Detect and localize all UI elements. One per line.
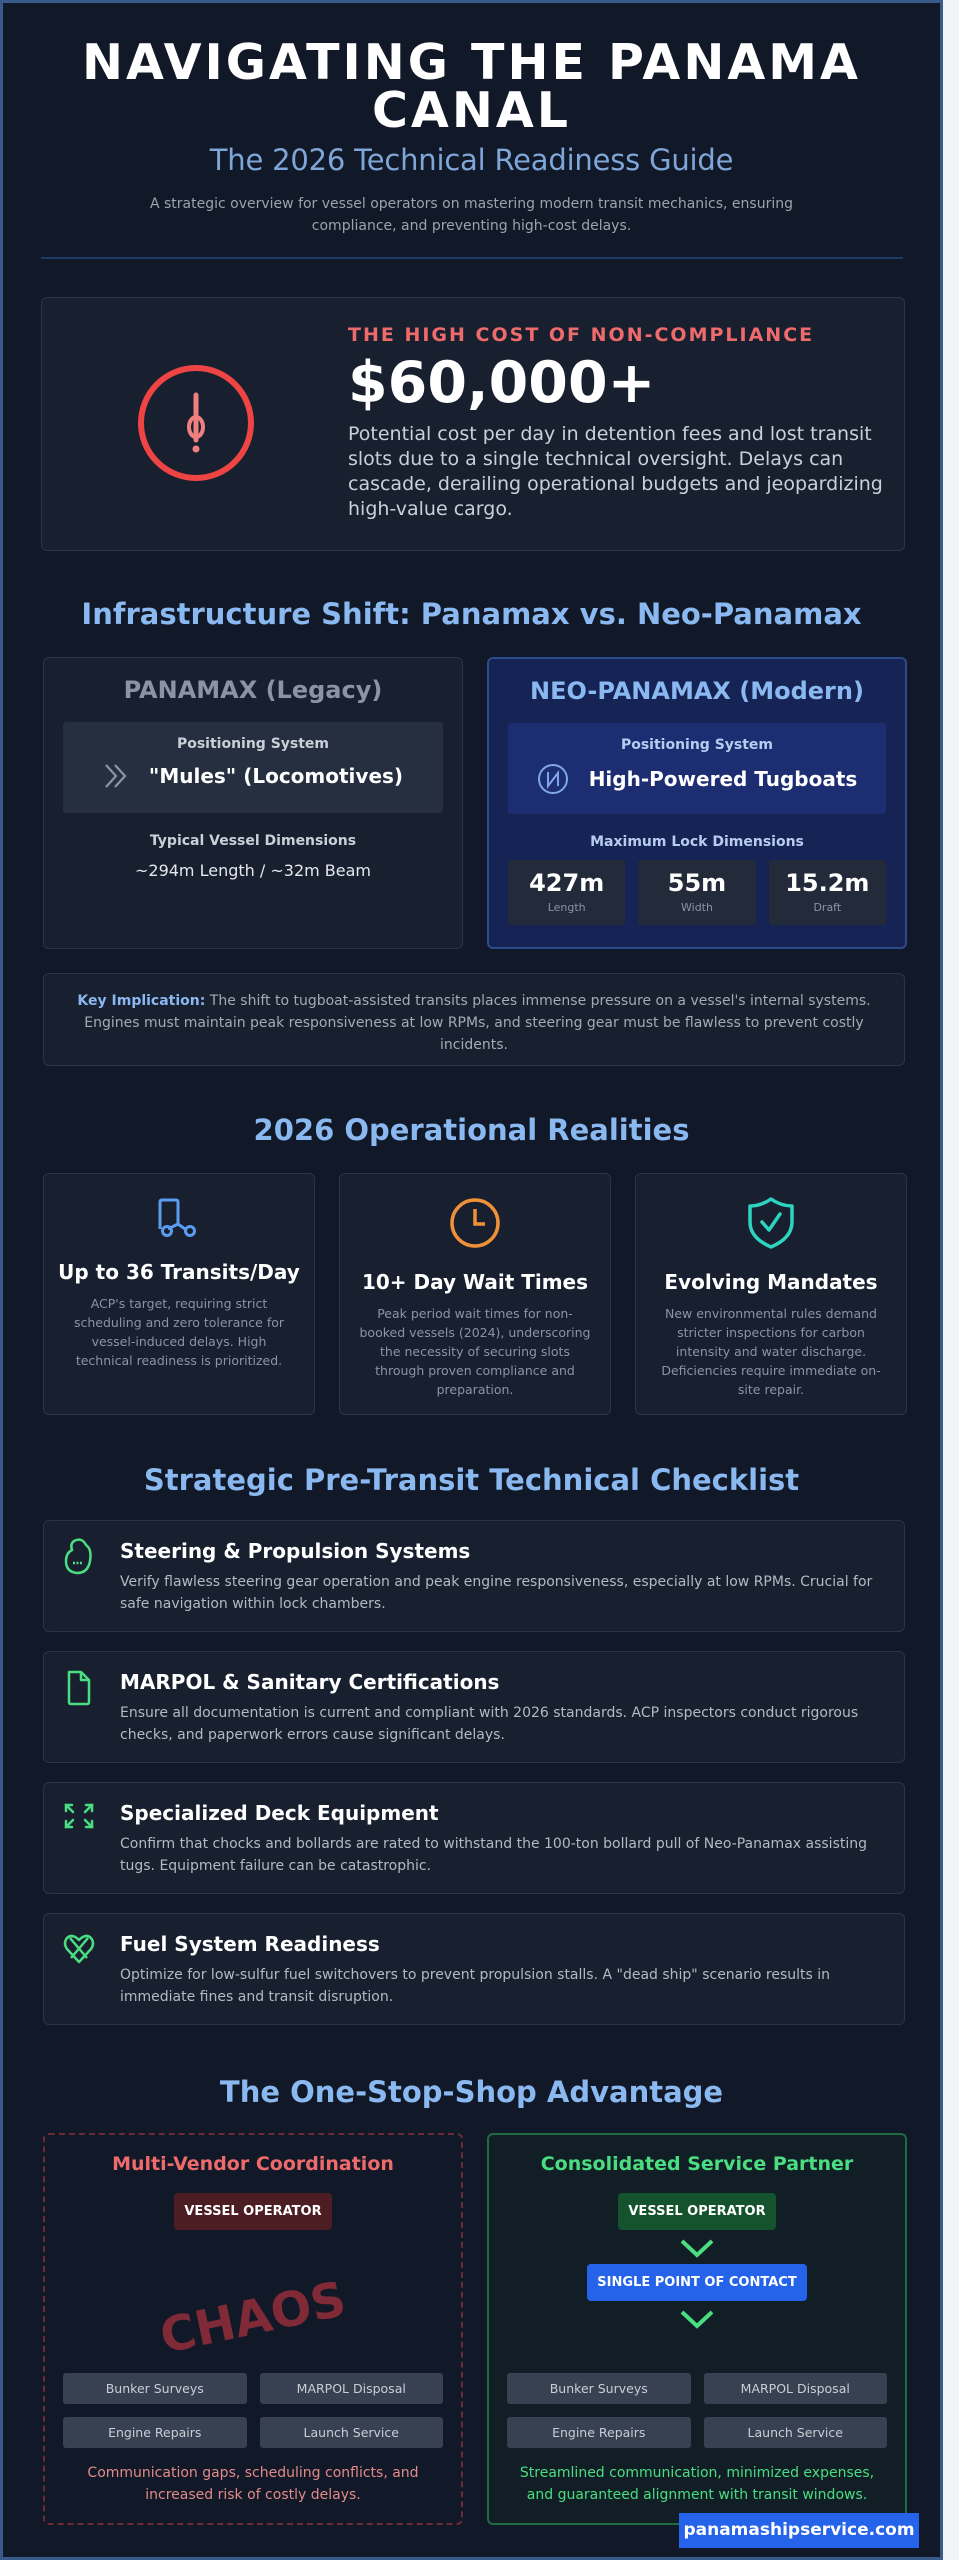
- shield-check-icon: [748, 1197, 794, 1249]
- modern-positioning-label: Positioning System: [620, 737, 774, 753]
- multi-vendor-note: Communication gaps, scheduling conflicts…: [87, 2465, 419, 2503]
- key-implication-card: Key Implication: The shift to tugboat-as…: [43, 973, 905, 1066]
- dimension-label: Width: [681, 901, 713, 914]
- service-tile: Bunker Surveys: [63, 2373, 247, 2404]
- checklist-item-description: Confirm that chocks and bollards are rat…: [120, 1836, 867, 1874]
- checklist-item-title: Fuel System Readiness: [120, 1932, 380, 1956]
- multi-vendor-card: Multi-Vendor Coordination VESSEL OPERATO…: [43, 2133, 463, 2525]
- page-title: NAVIGATING THE PANAMA CANAL: [82, 34, 861, 139]
- single-point-of-contact-badge: SINGLE POINT OF CONTACT: [587, 2264, 807, 2301]
- infrastructure-title: Infrastructure Shift: Panamax vs. Neo-Pa…: [81, 597, 862, 631]
- reality-title: Up to 36 Transits/Day: [58, 1260, 300, 1284]
- cost-description: Potential cost per day in detention fees…: [348, 423, 883, 520]
- service-tile: MARPOL Disposal: [703, 2373, 887, 2404]
- key-implication-label: Key Implication:: [77, 993, 206, 1009]
- checklist-item-description: Optimize for low-sulfur fuel switchovers…: [120, 1967, 831, 2005]
- panamax-legacy-card: PANAMAX (Legacy) Positioning System "Mul…: [43, 657, 463, 949]
- steering-icon: [64, 1538, 92, 1575]
- neo-panamax-modern-card: NEO-PANAMAX (Modern) Positioning System …: [487, 657, 907, 949]
- tugboat-circle-icon: [537, 764, 568, 794]
- modern-positioning-box: Positioning System High-Powered Tugboats: [508, 723, 886, 814]
- legacy-title: PANAMAX (Legacy): [123, 676, 383, 704]
- checklist-item-title: Steering & Propulsion Systems: [120, 1539, 471, 1563]
- reality-card-mandates: Evolving Mandates New environmental rule…: [635, 1173, 907, 1415]
- double-chevron-icon: [105, 764, 127, 788]
- reality-title: 10+ Day Wait Times: [361, 1270, 589, 1294]
- checklist-item-description: Ensure all documentation is current and …: [120, 1705, 859, 1743]
- lock-dimensions: 427m Length 55m Width 15.2m Draft: [508, 860, 886, 925]
- service-tile: MARPOL Disposal: [259, 2373, 443, 2404]
- website-link[interactable]: panamashipservice.com: [679, 2513, 919, 2548]
- vessel-operator-badge: VESSEL OPERATOR: [618, 2193, 776, 2230]
- checklist-item-description: Verify flawless steering gear operation …: [120, 1574, 873, 1612]
- service-tile: Launch Service: [703, 2417, 887, 2448]
- consolidated-note: Streamlined communication, minimized exp…: [519, 2465, 875, 2503]
- modern-dims-label: Maximum Lock Dimensions: [590, 834, 804, 850]
- dimension-value: 427m: [529, 869, 605, 897]
- chevron-down-icon: [680, 2239, 714, 2258]
- dimension-label: Draft: [813, 901, 842, 914]
- dimension-value: 15.2m: [785, 869, 870, 897]
- dimension-value: 55m: [667, 869, 727, 897]
- page-subtitle: The 2026 Technical Readiness Guide: [209, 143, 734, 177]
- clock-icon: [450, 1198, 500, 1248]
- reality-description: New environmental rules demand stricter …: [661, 1306, 881, 1397]
- reality-card-transits: Up to 36 Transits/Day ACP's target, requ…: [43, 1173, 315, 1415]
- chevron-down-icon: [680, 2310, 714, 2329]
- key-implication-text: The shift to tugboat-assisted transits p…: [84, 993, 871, 1053]
- header: NAVIGATING THE PANAMA CANAL The 2026 Tec…: [3, 34, 940, 237]
- document-icon: [67, 1670, 91, 1706]
- vendor-services: Bunker Surveys MARPOL Disposal Engine Re…: [63, 2373, 443, 2448]
- expand-arrows-icon: [64, 1803, 94, 1829]
- cost-card: THE HIGH COST OF NON-COMPLIANCE $60,000+…: [41, 297, 905, 551]
- legacy-positioning-box: Positioning System "Mules" (Locomotives): [63, 722, 443, 813]
- service-tile: Engine Repairs: [507, 2417, 691, 2448]
- cost-amount: $60,000+: [348, 350, 656, 416]
- checklist-item-fuel-system: Fuel System Readiness Optimize for low-s…: [43, 1913, 905, 2025]
- service-tile: Launch Service: [259, 2417, 443, 2448]
- checklist-item-deck-equipment: Specialized Deck Equipment Confirm that …: [43, 1782, 905, 1894]
- chaos-label: CHAOS: [155, 2271, 351, 2365]
- service-tile: Bunker Surveys: [507, 2373, 691, 2404]
- cost-kicker: THE HIGH COST OF NON-COMPLIANCE: [348, 324, 815, 346]
- legacy-dims-value: ~294m Length / ~32m Beam: [134, 861, 371, 880]
- multi-vendor-title: Multi-Vendor Coordination: [112, 2153, 394, 2175]
- reality-card-wait-times: 10+ Day Wait Times Peak period wait time…: [339, 1173, 611, 1415]
- checklist-item-steering: Steering & Propulsion Systems Verify fla…: [43, 1520, 905, 1632]
- realities-title: 2026 Operational Realities: [253, 1113, 690, 1147]
- header-divider: [41, 257, 903, 259]
- consolidated-title: Consolidated Service Partner: [540, 2153, 854, 2175]
- reality-description: ACP's target, requiring strict schedulin…: [73, 1296, 285, 1368]
- legacy-positioning-label: Positioning System: [176, 736, 330, 752]
- dimension-width: 55m Width: [638, 860, 756, 925]
- reality-description: Peak period wait times for non-booked ve…: [359, 1306, 591, 1397]
- modern-title: NEO-PANAMAX (Modern): [530, 677, 864, 705]
- checklist-item-title: MARPOL & Sanitary Certifications: [120, 1670, 500, 1694]
- reality-title: Evolving Mandates: [664, 1270, 878, 1294]
- service-tile: Engine Repairs: [63, 2417, 247, 2448]
- transit-cart-icon: [158, 1198, 196, 1237]
- legacy-positioning-value: "Mules" (Locomotives): [148, 764, 404, 788]
- consolidated-partner-card: Consolidated Service Partner VESSEL OPER…: [487, 2133, 907, 2525]
- dimension-draft: 15.2m Draft: [768, 860, 886, 925]
- checklist-item-title: Specialized Deck Equipment: [120, 1801, 439, 1825]
- dimension-length: 427m Length: [508, 860, 626, 925]
- dimension-label: Length: [547, 901, 586, 914]
- one-stop-title: The One-Stop-Shop Advantage: [219, 2075, 724, 2109]
- vessel-operator-badge: VESSEL OPERATOR: [174, 2193, 332, 2230]
- checklist-title: Strategic Pre-Transit Technical Checklis…: [143, 1463, 800, 1497]
- legacy-dims-label: Typical Vessel Dimensions: [149, 833, 357, 849]
- alert-circle-icon: [138, 365, 254, 481]
- fuel-heart-icon: [63, 1934, 95, 1964]
- checklist-item-marpol: MARPOL & Sanitary Certifications Ensure …: [43, 1651, 905, 1763]
- intro-text: A strategic overview for vessel operator…: [149, 196, 793, 234]
- modern-positioning-value: High-Powered Tugboats: [588, 767, 858, 791]
- partner-services: Bunker Surveys MARPOL Disposal Engine Re…: [507, 2373, 887, 2448]
